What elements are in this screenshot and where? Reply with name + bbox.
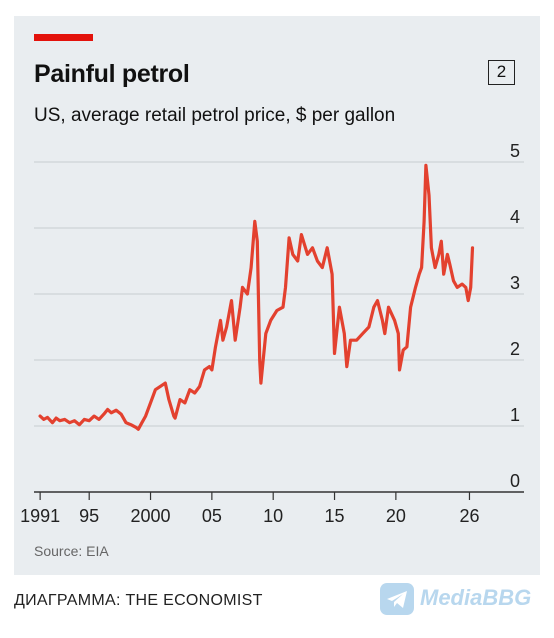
chart-title: Painful petrol <box>34 60 190 88</box>
source-note: Source: EIA <box>34 543 109 559</box>
x-tick-label: 2000 <box>131 506 171 526</box>
chart-subtitle: US, average retail petrol price, $ per g… <box>34 105 396 126</box>
logo-text: MediaBBG <box>420 585 532 610</box>
y-tick-label: 1 <box>510 405 520 425</box>
x-tick-label: 05 <box>202 506 222 526</box>
x-tick-label: 26 <box>459 506 479 526</box>
chart-number-badge: 2 <box>488 60 515 85</box>
y-tick-label: 4 <box>510 207 520 227</box>
y-tick-label: 0 <box>510 471 520 491</box>
x-tick-label: 15 <box>325 506 345 526</box>
telegram-plane-icon <box>380 583 414 615</box>
watermark-logo: MediaBBG <box>380 582 540 616</box>
x-tick-label: 20 <box>386 506 406 526</box>
x-tick-label: 1991 <box>20 506 60 526</box>
x-tick-label: 10 <box>263 506 283 526</box>
series-line <box>38 163 475 431</box>
y-tick-label: 5 <box>510 141 520 161</box>
chart-card: Painful petrol 2 US, average retail petr… <box>14 16 540 575</box>
image-caption: ДИАГРАММА: THE ECONOMIST <box>14 592 263 609</box>
line-chart: 0 1 2 3 4 5 1991 95 2000 05 10 15 20 26 <box>20 141 524 526</box>
y-tick-label: 2 <box>510 339 520 359</box>
x-tick-label: 95 <box>79 506 99 526</box>
y-tick-label: 3 <box>510 273 520 293</box>
red-tag-bar <box>34 34 93 41</box>
